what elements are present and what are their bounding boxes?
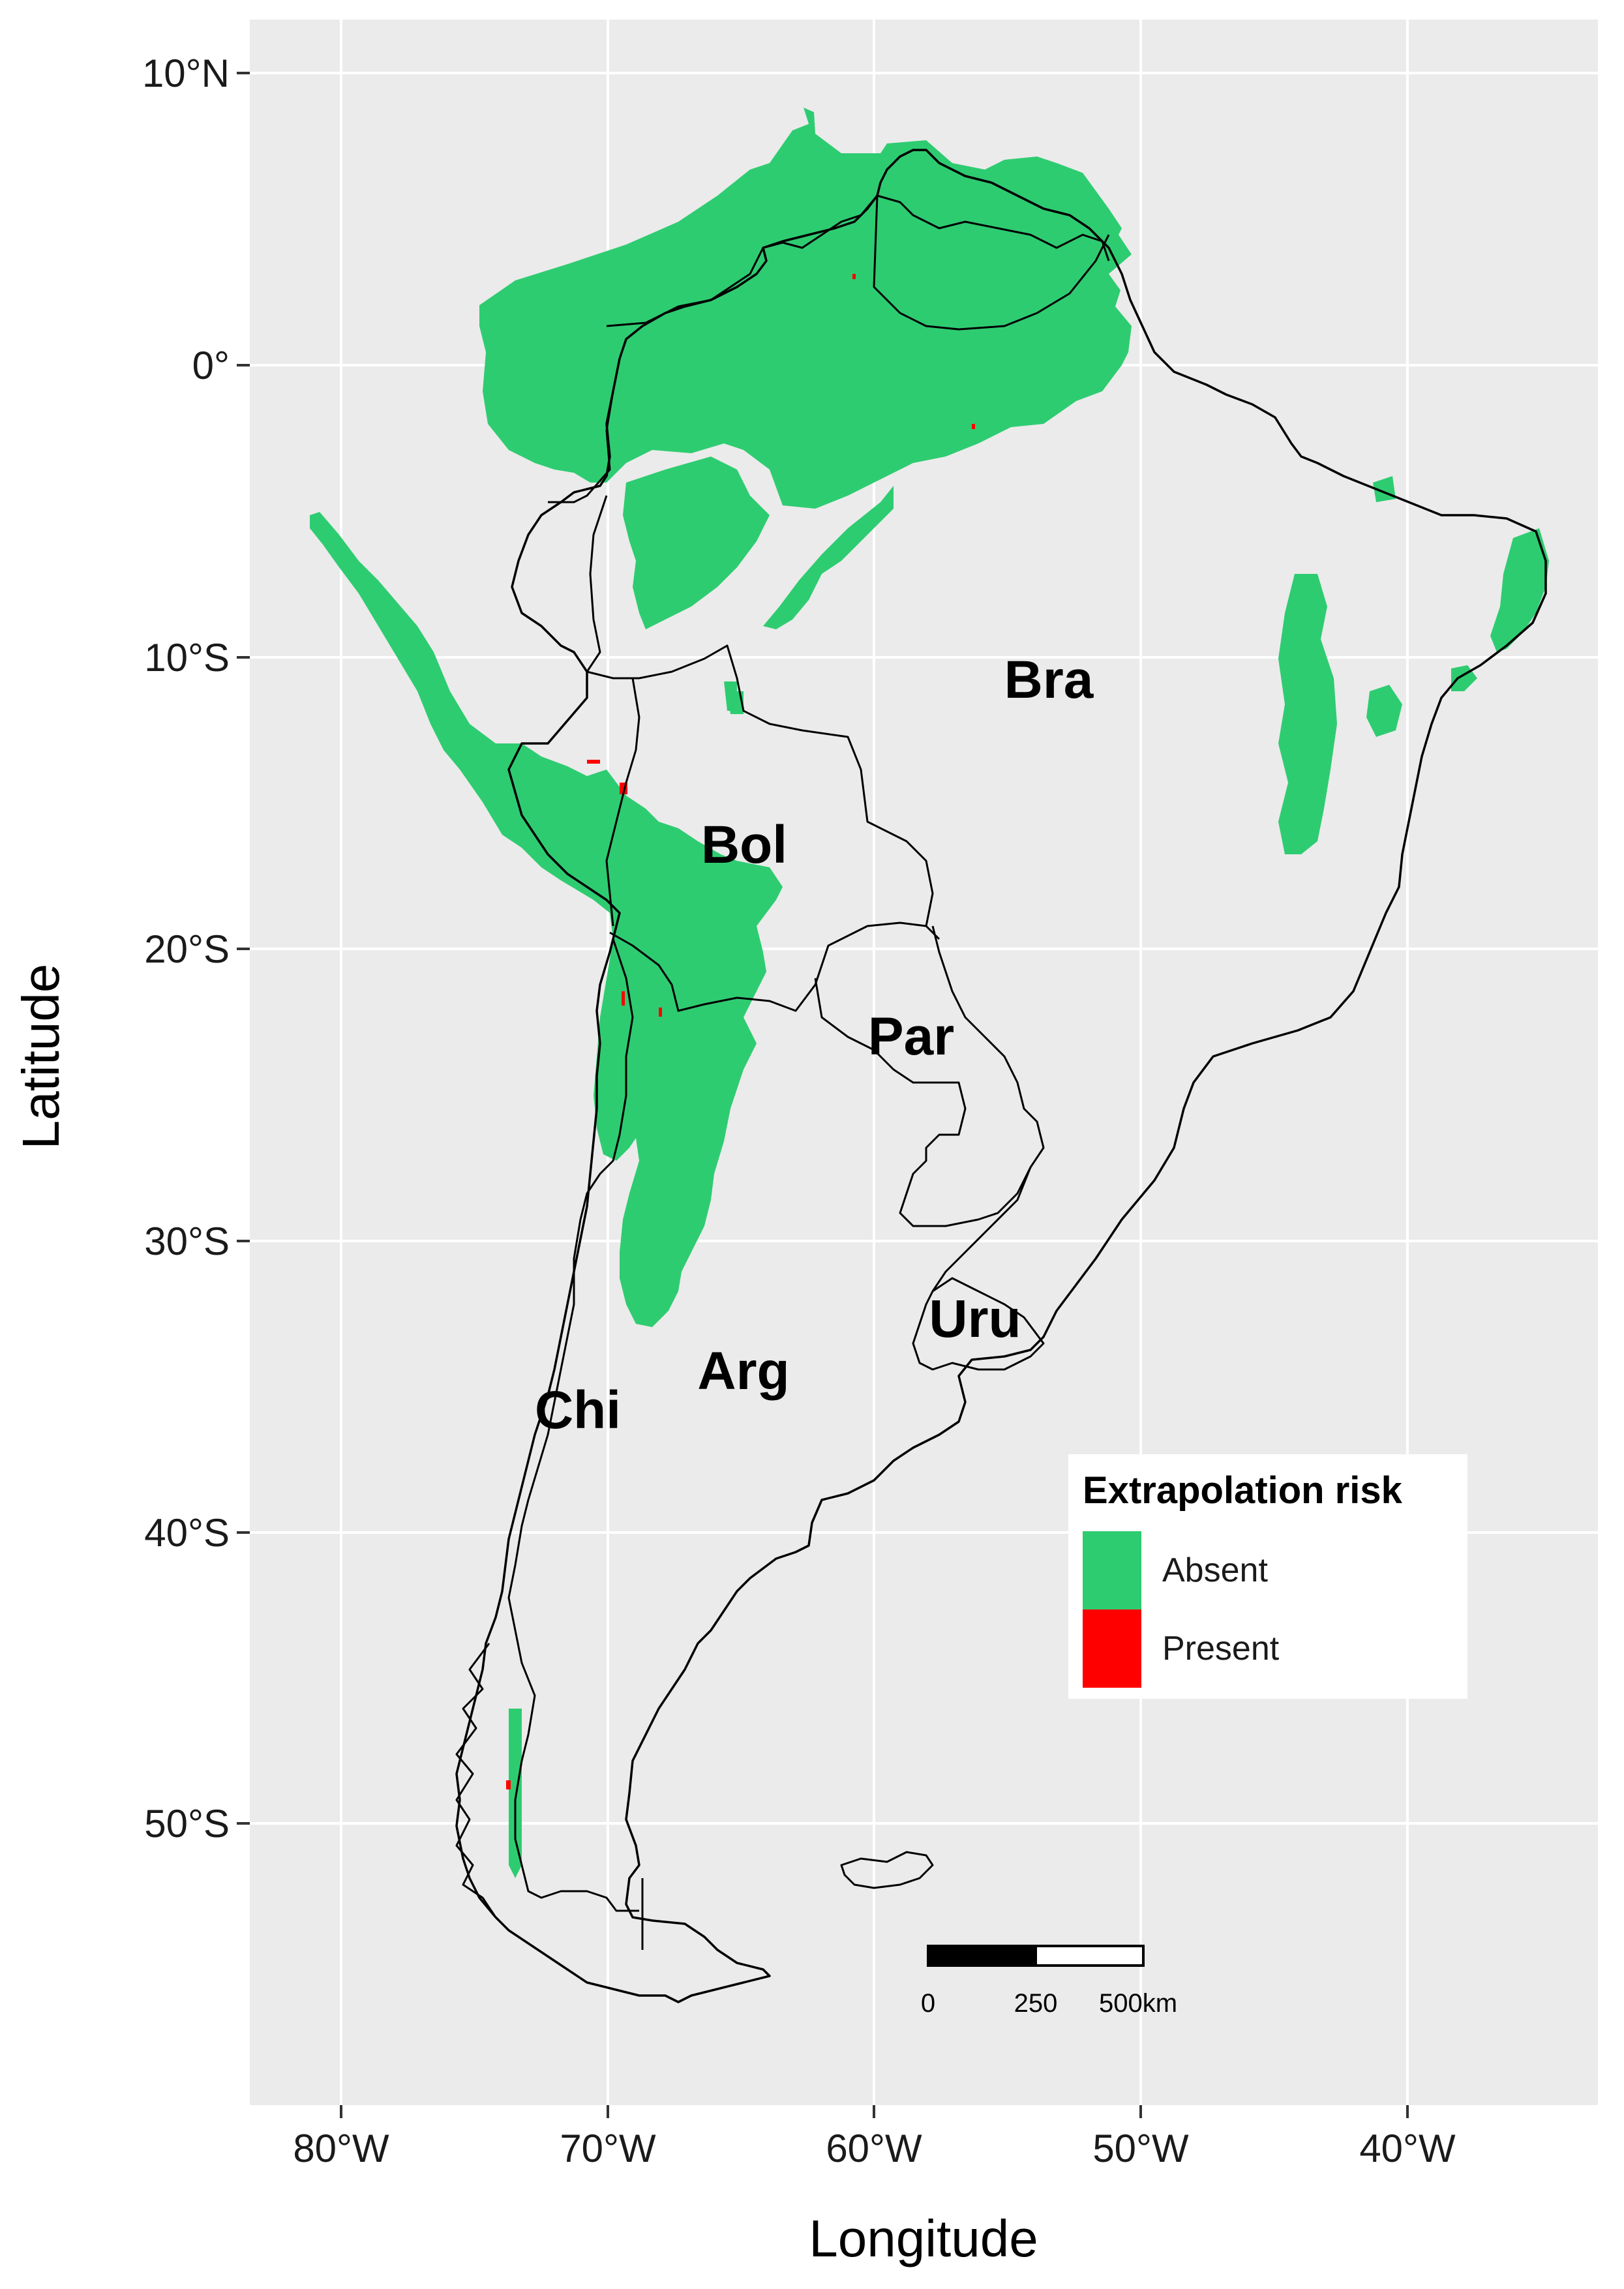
brazil-east-region-b xyxy=(1366,685,1402,737)
border-peru-bolivia xyxy=(586,644,940,940)
legend-swatch-present xyxy=(1083,1609,1141,1688)
x-axis: 80°W 70°W 60°W 50°W 40°W xyxy=(293,2105,1456,2170)
legend-swatch-absent xyxy=(1083,1531,1141,1609)
legend-label-present: Present xyxy=(1162,1630,1280,1668)
border-guianas xyxy=(877,194,1110,262)
x-tick-label: 70°W xyxy=(560,2127,656,2170)
x-tick-label: 60°W xyxy=(826,2127,922,2170)
country-label-arg: Arg xyxy=(697,1341,789,1401)
country-label-chi: Chi xyxy=(535,1381,621,1440)
y-tick-label: 30°S xyxy=(144,1219,230,1263)
legend-title: Extrapolation risk xyxy=(1083,1469,1403,1512)
scale-label-500km: 500km xyxy=(1099,1989,1177,2018)
andes-region xyxy=(310,512,783,1327)
y-tick-label: 10°N xyxy=(142,52,230,95)
present-cell xyxy=(587,760,600,764)
amazon-region xyxy=(479,108,1132,509)
amazon-south-lobe xyxy=(623,456,770,629)
present-cell xyxy=(506,1780,511,1789)
y-tick-label: 10°S xyxy=(144,636,230,680)
legend-label-absent: Absent xyxy=(1162,1551,1268,1589)
extrapolation-absent-regions xyxy=(310,108,1549,1878)
present-cell xyxy=(852,274,856,279)
present-cell xyxy=(972,424,975,429)
scale-bar-black-segment xyxy=(927,1945,1037,1967)
x-tick-label: 40°W xyxy=(1359,2127,1456,2170)
border-north-a xyxy=(606,194,1110,331)
y-tick-label: 40°S xyxy=(144,1511,230,1555)
border-paraguay xyxy=(814,925,1045,1227)
present-cell xyxy=(659,1008,662,1017)
chile-fjords xyxy=(455,1643,497,1918)
scale-bar: 0 250 500km xyxy=(921,1945,1177,2018)
scale-bar-white-segment xyxy=(1034,1945,1145,1967)
y-tick-label: 20°S xyxy=(144,927,230,971)
border-bolivia-west xyxy=(605,678,640,927)
patagonia-strip xyxy=(509,1709,522,1878)
brazil-east-region-a xyxy=(1278,574,1337,854)
x-axis-title: Longitude xyxy=(809,2209,1038,2267)
country-label-bra: Bra xyxy=(1004,650,1094,710)
country-label-uru: Uru xyxy=(929,1289,1021,1349)
scale-label-0: 0 xyxy=(921,1989,935,2018)
y-tick-label: 0° xyxy=(192,344,230,387)
y-axis: 10°N 0° 10°S 20°S 30°S 40°S 50°S xyxy=(142,52,250,1846)
country-labels: Bra Bol Par Uru Arg Chi xyxy=(535,650,1094,1440)
border-argentina-brazil xyxy=(931,1167,1032,1292)
falkland-islands xyxy=(840,1851,934,1889)
x-tick-label: 50°W xyxy=(1092,2127,1189,2170)
continent-coastline xyxy=(455,149,1547,2003)
border-colombia-peru xyxy=(548,391,614,503)
andes-north-tip xyxy=(724,681,737,711)
border-chile-argentina xyxy=(507,938,639,1912)
legend: Extrapolation risk Absent Present xyxy=(1068,1454,1467,1699)
x-tick-label: 80°W xyxy=(293,2127,389,2170)
y-tick-label: 50°S xyxy=(144,1802,230,1846)
country-label-par: Par xyxy=(868,1007,954,1066)
country-borders xyxy=(455,149,1547,2003)
scale-label-250: 250 xyxy=(1014,1989,1058,2018)
country-label-bol: Bol xyxy=(701,815,787,875)
present-cell xyxy=(622,991,625,1006)
border-uruguay xyxy=(912,1277,1045,1371)
border-bolivia-south xyxy=(609,921,927,1012)
y-axis-title: Latitude xyxy=(12,964,70,1150)
brazil-northeast-coast xyxy=(1490,528,1549,652)
amazon-streak-a xyxy=(763,486,894,629)
border-peru-brazil xyxy=(586,495,608,672)
